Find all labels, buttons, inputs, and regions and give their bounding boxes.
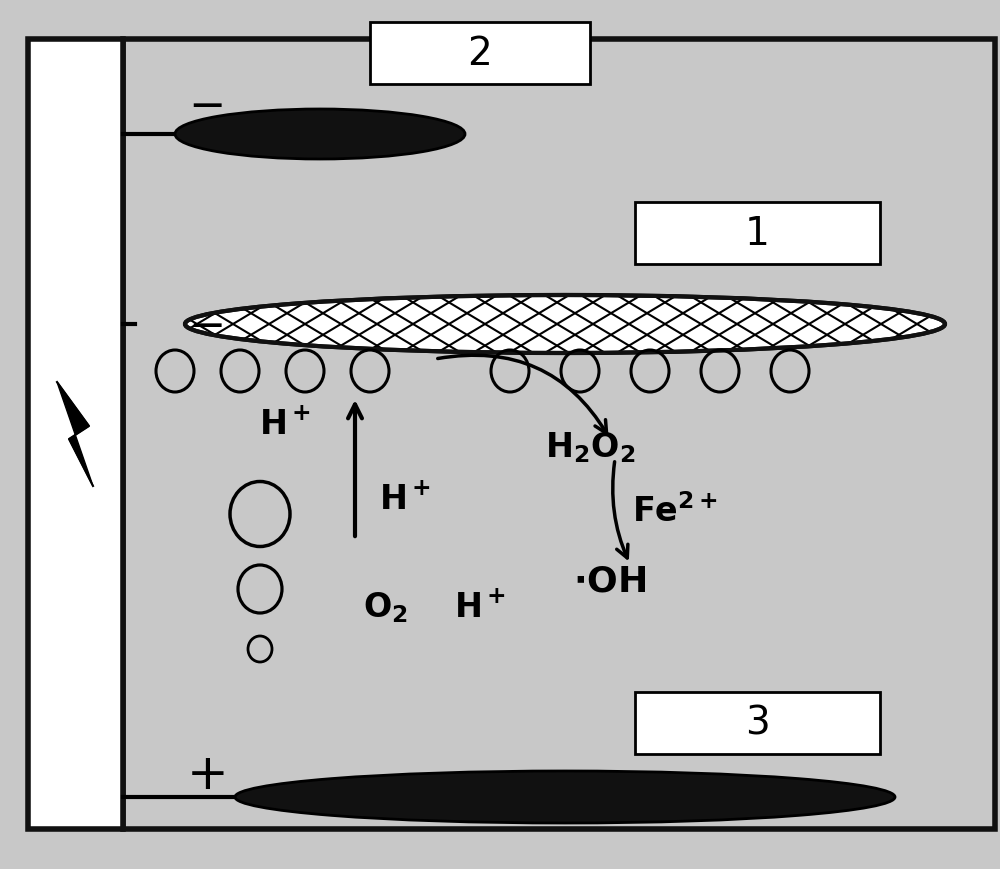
Bar <box>635 693 880 754</box>
Ellipse shape <box>185 295 945 354</box>
Text: $\mathbf{\bullet OH}$: $\mathbf{\bullet OH}$ <box>573 564 647 599</box>
Text: $\mathbf{H^+}$: $\mathbf{H^+}$ <box>379 483 431 516</box>
Text: 2: 2 <box>468 35 492 73</box>
Text: $-$: $-$ <box>188 83 222 126</box>
Polygon shape <box>57 382 93 487</box>
Text: $\mathbf{Fe^{2+}}$: $\mathbf{Fe^{2+}}$ <box>632 494 718 529</box>
Ellipse shape <box>235 771 895 823</box>
Text: $\mathbf{H^+}$: $\mathbf{H^+}$ <box>454 591 506 624</box>
Text: $\mathbf{O_2}$: $\mathbf{O_2}$ <box>363 590 407 625</box>
Text: $\mathbf{H_2O_2}$: $\mathbf{H_2O_2}$ <box>545 430 635 465</box>
Bar <box>28 40 123 829</box>
Bar <box>123 40 995 829</box>
Text: $\mathbf{H^+}$: $\mathbf{H^+}$ <box>259 408 311 441</box>
Text: 1: 1 <box>745 215 769 253</box>
Ellipse shape <box>175 109 465 160</box>
Bar <box>635 202 880 265</box>
Text: 3: 3 <box>745 704 769 742</box>
Text: $+$: $+$ <box>186 750 224 798</box>
Text: $-$: $-$ <box>188 303 222 346</box>
Bar <box>370 23 590 85</box>
